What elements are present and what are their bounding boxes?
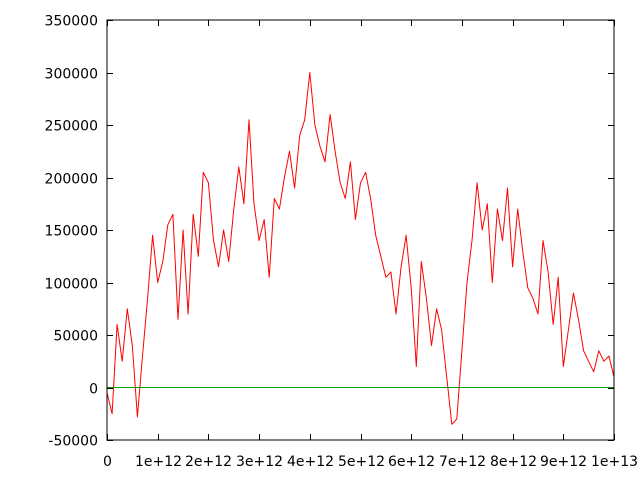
x-tick-label: 7e+12 [439,454,486,470]
x-tick-label: 0 [103,454,112,470]
x-tick-label: 4e+12 [287,454,334,470]
y-tick-label: 100000 [45,277,98,293]
y-tick-label: 50000 [53,329,98,345]
x-tick-label: 9e+12 [540,454,587,470]
y-tick-label: -50000 [48,434,98,450]
plot-frame [106,19,615,441]
x-tick-label: 5e+12 [338,454,385,470]
x-tick-label: 3e+12 [236,454,283,470]
y-tick-label: 300000 [45,67,98,83]
x-tick-label: 1e+13 [591,454,638,470]
y-tick-label: 150000 [45,224,98,240]
x-tick-label: 1e+12 [135,454,182,470]
x-tick-label: 6e+12 [388,454,435,470]
x-tick-label: 2e+12 [185,454,232,470]
y-tick-label: 200000 [45,172,98,188]
series-layer [106,72,615,425]
x-tick-label: 8e+12 [490,454,537,470]
y-tick-label: 0 [89,382,98,398]
y-tick-label: 350000 [45,14,98,30]
axis-layer: -50000 0 50000 100000 150000 200000 250000 3000… [45,14,638,471]
y-tick-label: 250000 [45,119,98,135]
series-line-0 [106,72,615,425]
